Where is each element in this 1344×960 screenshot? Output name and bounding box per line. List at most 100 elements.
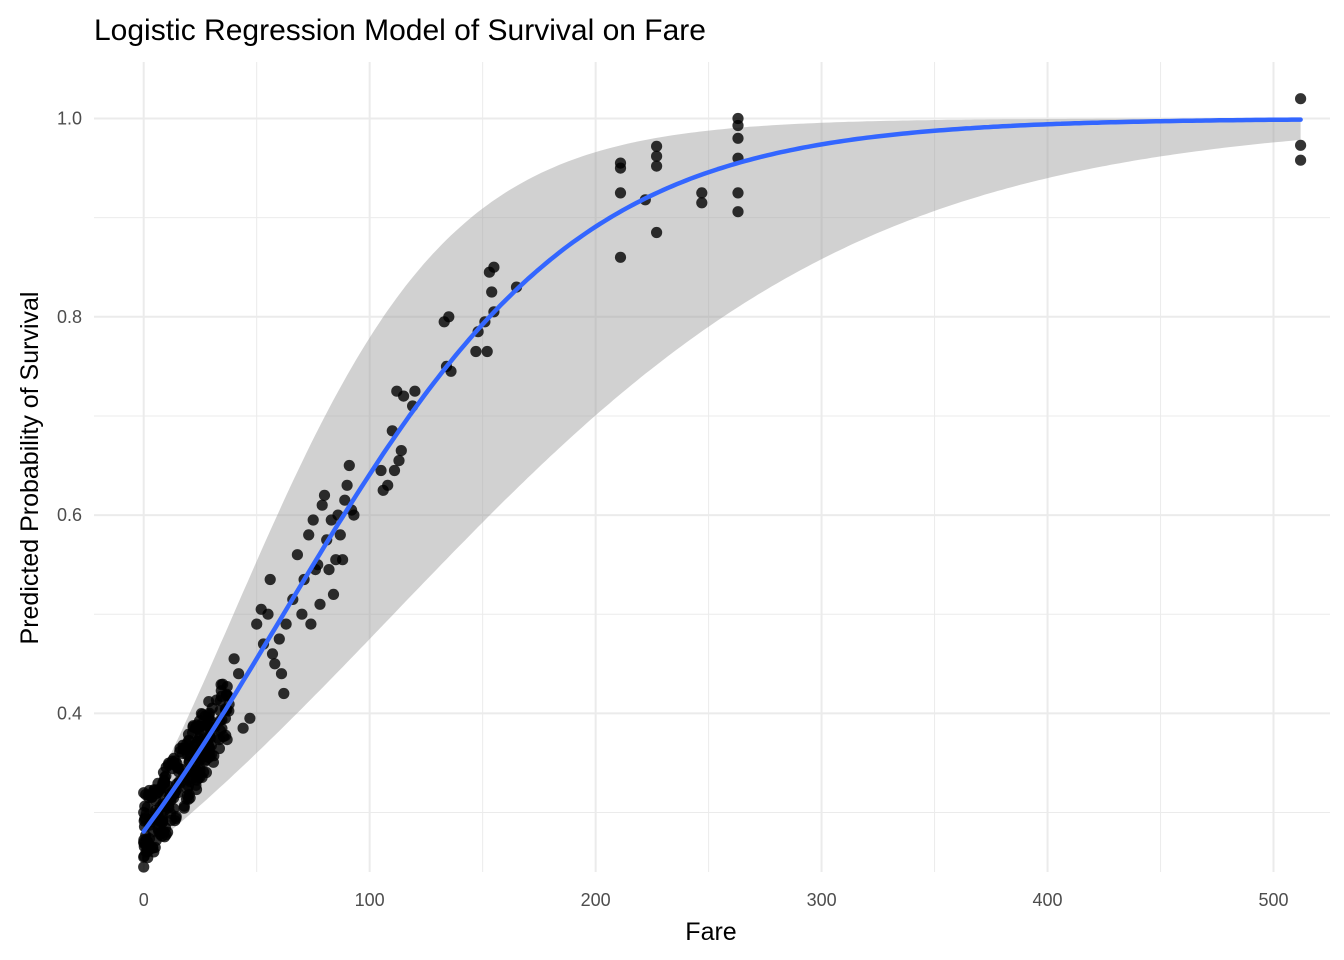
data-point	[486, 286, 498, 298]
data-point	[341, 479, 353, 491]
data-point	[343, 459, 355, 472]
scatter-points	[138, 93, 1307, 873]
confidence-band	[143, 118, 1301, 853]
data-point	[138, 787, 150, 799]
data-point	[291, 549, 303, 561]
data-point	[651, 160, 663, 172]
data-point	[168, 757, 180, 769]
data-point	[732, 132, 744, 144]
fitted-line-layer	[141, 117, 1303, 834]
data-point	[323, 564, 335, 576]
data-point	[264, 573, 276, 586]
data-point	[184, 792, 196, 804]
data-point	[316, 499, 328, 511]
data-point	[214, 725, 226, 737]
data-point	[481, 345, 493, 358]
data-point	[138, 861, 150, 873]
data-point	[1295, 154, 1307, 166]
x-tick-label: 500	[1258, 890, 1288, 910]
data-point	[207, 756, 219, 768]
data-point	[184, 775, 196, 788]
data-point	[183, 734, 195, 746]
data-point	[443, 311, 455, 323]
data-point	[470, 345, 482, 358]
data-point	[327, 588, 340, 601]
data-point	[409, 385, 421, 397]
data-point	[307, 514, 319, 526]
x-tick-label: 300	[807, 890, 837, 910]
data-point	[156, 830, 168, 842]
data-point	[138, 806, 150, 819]
data-point	[614, 187, 627, 199]
data-point	[614, 162, 627, 174]
data-point	[178, 802, 190, 814]
data-point	[138, 851, 150, 863]
data-point	[651, 140, 663, 152]
data-point	[275, 668, 288, 680]
y-axis-ticks: 0.4 0.6 0.8 1.0	[57, 109, 82, 724]
data-point	[237, 722, 249, 734]
grid-minor	[94, 62, 1330, 872]
data-point	[732, 187, 744, 199]
x-tick-label: 200	[581, 890, 611, 910]
data-point	[305, 618, 317, 630]
data-point	[337, 554, 349, 566]
data-point	[393, 455, 405, 467]
data-point	[395, 445, 407, 457]
data-point	[651, 150, 663, 162]
y-axis-title: Predicted Probability of Survival	[16, 292, 44, 645]
data-point	[198, 766, 210, 778]
x-tick-label: 400	[1033, 890, 1063, 910]
data-point	[262, 608, 274, 620]
grid-major	[94, 62, 1330, 872]
data-point	[280, 618, 292, 630]
data-point	[165, 814, 177, 827]
data-point	[200, 748, 212, 760]
y-tick-label: 0.6	[57, 505, 82, 525]
x-tick-label: 0	[139, 890, 149, 910]
data-point	[182, 743, 194, 755]
data-point	[138, 836, 150, 848]
y-tick-label: 0.4	[57, 703, 82, 723]
data-point	[696, 187, 708, 199]
data-point	[215, 690, 228, 703]
data-point	[732, 206, 744, 218]
data-point	[146, 791, 158, 803]
data-point	[375, 464, 387, 477]
data-point	[339, 494, 351, 506]
data-point	[398, 390, 410, 402]
data-point	[213, 742, 225, 755]
data-point	[696, 197, 708, 209]
data-point	[233, 668, 245, 680]
chart-title: Logistic Regression Model of Survival on…	[94, 14, 706, 47]
data-point	[278, 687, 290, 700]
x-tick-label: 100	[355, 890, 385, 910]
data-point	[251, 618, 263, 630]
data-point	[303, 529, 315, 541]
data-point	[163, 802, 175, 814]
data-point	[244, 712, 256, 724]
confidence-band-layer	[143, 118, 1301, 853]
data-point	[382, 479, 394, 491]
data-point	[388, 464, 401, 477]
data-point	[203, 707, 215, 719]
data-point	[158, 776, 171, 788]
data-point	[445, 365, 457, 377]
data-point	[215, 679, 227, 691]
data-point	[1295, 93, 1307, 105]
y-tick-label: 1.0	[57, 109, 82, 129]
data-point	[228, 653, 240, 665]
data-point	[318, 489, 331, 501]
data-point	[651, 226, 663, 239]
x-axis-ticks: 0 100 200 300 400 500	[139, 890, 1289, 910]
data-point	[269, 658, 281, 670]
data-point	[614, 251, 627, 263]
data-point	[732, 119, 744, 132]
data-point	[334, 529, 346, 541]
data-point	[266, 648, 279, 660]
x-axis-title: Fare	[685, 918, 736, 946]
fitted-logistic-line	[141, 117, 1303, 834]
y-tick-label: 0.8	[57, 307, 82, 327]
